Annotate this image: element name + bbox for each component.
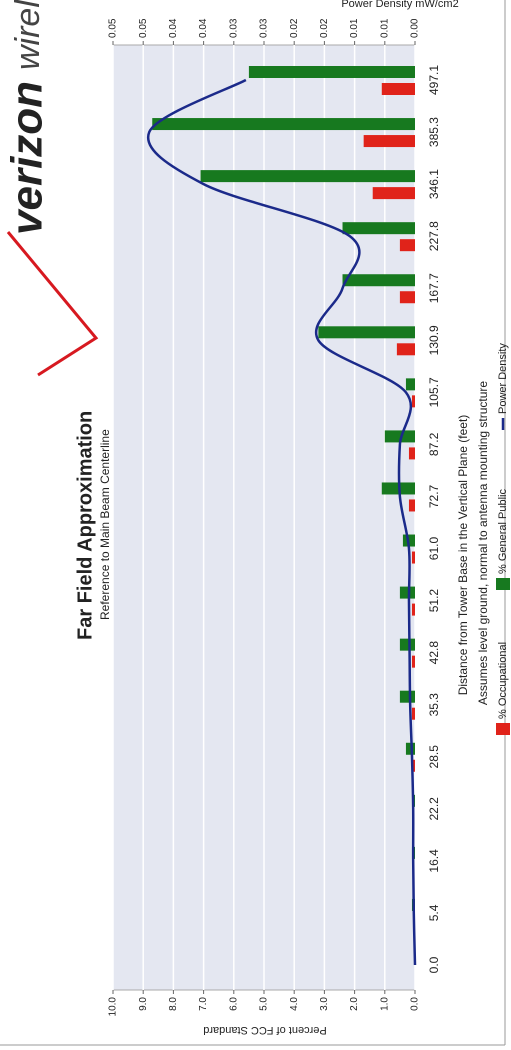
bar [342,274,415,287]
y2-tick-label: 0.04 [198,18,209,38]
x-tick-label: 105.7 [427,377,441,407]
chart-title: Far Field Approximation [74,411,96,640]
bar [411,603,416,616]
x-tick-label: 167.7 [427,273,441,303]
y-tick-label: 4.0 [289,997,300,1011]
y2-tick-label: 0.02 [319,18,330,38]
y-tick-label: 10.0 [108,997,119,1017]
x-tick-label: 0.0 [427,956,441,973]
bar [396,343,416,356]
y2-tick-label: 0.01 [349,18,360,38]
legend-label: Power Density [497,343,509,414]
y-tick-label: 5.0 [259,997,270,1011]
y-tick-label: 9.0 [138,997,149,1011]
x-tick-label: 22.2 [427,797,441,821]
y-tick-label: 1.0 [379,997,390,1011]
bar [200,170,415,183]
bar [399,239,415,252]
bar [399,291,415,304]
bar [405,378,416,391]
legend-label: % General Public [497,489,509,574]
y-tick-label: 2.0 [349,997,360,1011]
x-tick-label: 61.0 [427,537,441,561]
logo-suffix: wireless [9,0,47,70]
x-tick-label: 16.4 [427,849,441,873]
legend-label: % Occupational [497,642,509,719]
bar [399,586,415,599]
logo-brand: verizon [3,81,52,235]
x-tick-label: 5.4 [427,904,441,921]
bar [411,707,416,720]
bar [318,326,415,339]
y-tick-label: 7.0 [198,997,209,1011]
legend-swatch [496,578,510,590]
bar [248,66,415,78]
bar [342,222,415,235]
bar [372,187,415,200]
y-tick-label: 0.0 [410,997,421,1011]
x-tick-label: 385.3 [427,117,441,147]
y2-tick-label: 0.04 [168,18,179,38]
x-tick-label: 130.9 [427,325,441,355]
bar [381,83,415,95]
x-tick-label: 51.2 [427,589,441,613]
x-tick-label: 227.8 [427,221,441,251]
x-tick-label: 346.1 [427,169,441,199]
x-tick-label: 497.1 [427,65,441,95]
bar [408,447,415,460]
x-axis-title: Distance from Tower Base in the Vertical… [456,415,470,696]
bar [411,655,416,668]
bar [411,395,416,408]
y2-tick-label: 0.05 [108,18,119,38]
bar [408,499,415,512]
chart-subtitle: Reference to Main Beam Centerline [98,429,112,620]
y-tick-label: 8.0 [168,997,179,1011]
y2-tick-label: 0.01 [379,18,390,38]
y-tick-label: 6.0 [228,997,239,1011]
legend-swatch [496,723,510,735]
bar [363,135,416,148]
x-tick-label: 35.3 [427,693,441,717]
y2-tick-label: 0.05 [138,18,149,38]
y2-tick-label: 0.00 [410,18,421,38]
logo-check [6,231,99,377]
y2-tick-label: 0.03 [259,18,270,38]
bar [152,118,415,131]
line [146,78,417,966]
x-tick-label: 72.7 [427,484,441,508]
bar [411,551,416,564]
y-axis-title: Percent of FCC Standard [203,1024,327,1036]
x-tick-label: 42.8 [427,641,441,665]
bar [399,690,415,703]
y2-tick-label: 0.03 [228,18,239,38]
bar [384,430,415,443]
x-tick-label: 87.2 [427,432,441,456]
y2-tick-label: 0.02 [289,18,300,38]
y-tick-label: 3.0 [319,997,330,1011]
bar [399,638,415,651]
x-tick-label: 28.5 [427,745,441,769]
note: Assumes level ground, normal to antenna … [476,381,490,706]
y2-axis-title: Power Density mW/cm2 [341,0,458,10]
